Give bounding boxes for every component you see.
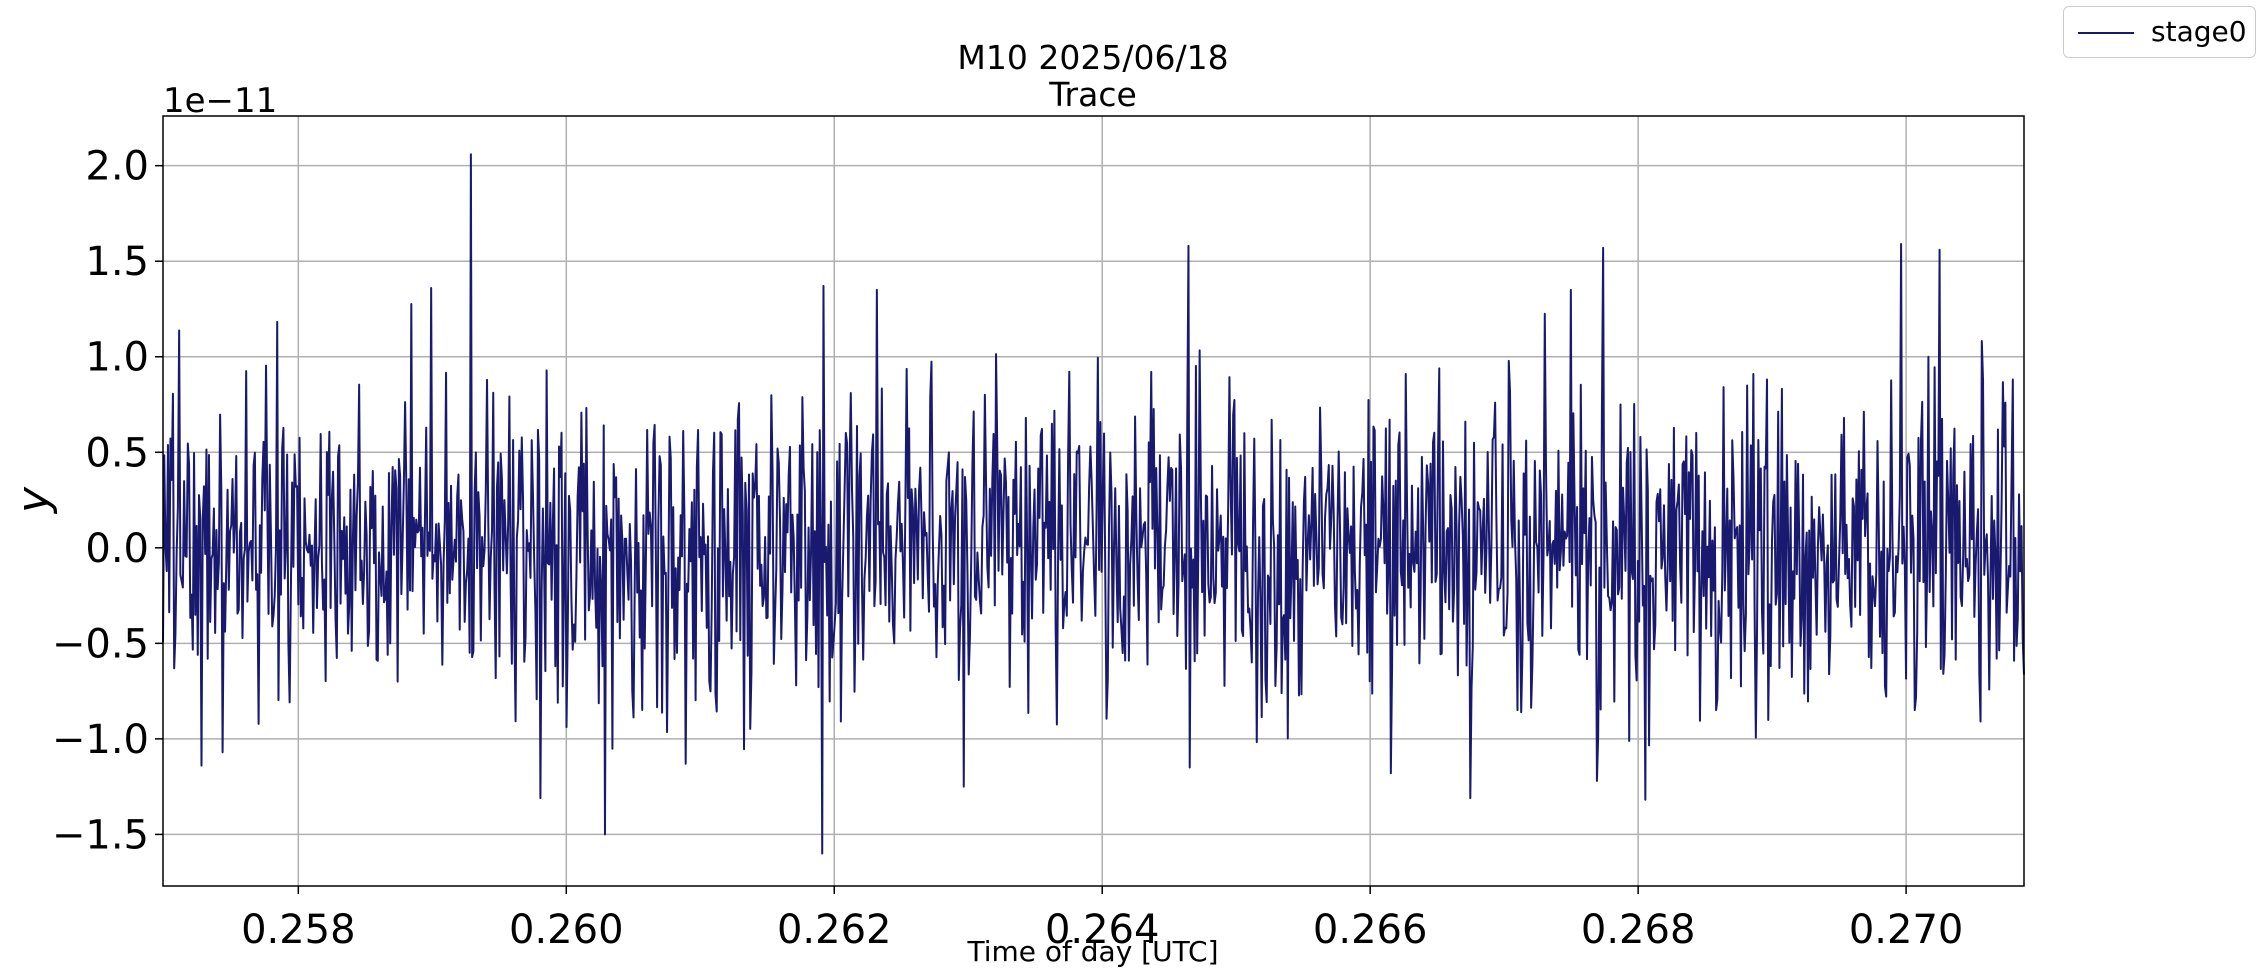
y-tick-label: 2.0 (85, 144, 149, 190)
plot-frame (162, 115, 2025, 887)
x-tick-label: 0.258 (241, 907, 356, 953)
x-ticks: 0.258 0.260 0.262 0.264 0.266 0.268 0.270 (241, 886, 1963, 953)
y-ticks: −1.5 −1.0 −0.5 0.0 0.5 1.0 1.5 2.0 (52, 144, 163, 858)
grid (163, 116, 2024, 886)
x-axis-label: Time of day [UTC] (966, 935, 1218, 968)
x-tick-label: 0.262 (777, 907, 892, 953)
y-tick-label: 1.5 (85, 239, 149, 285)
y-tick-label: −0.5 (52, 621, 149, 667)
series-line-stage0 (163, 154, 2024, 853)
x-tick-label: 0.270 (1849, 907, 1964, 953)
legend-swatch-stage0 (2078, 32, 2134, 34)
y-tick-label: −1.0 (52, 717, 149, 763)
chart-subtitle: Trace (1048, 75, 1137, 114)
x-tick-label: 0.260 (509, 907, 624, 953)
x-tick-label: 0.264 (1045, 907, 1160, 953)
y-tick-label: 0.0 (85, 526, 149, 572)
x-tick-label: 0.266 (1313, 907, 1428, 953)
y-offset-label: 1e−11 (163, 81, 277, 121)
y-tick-label: 1.0 (85, 335, 149, 381)
x-tick-label: 0.268 (1581, 907, 1696, 953)
chart-title: M10 2025/06/18 (957, 38, 1228, 77)
legend: stage0 (2063, 6, 2256, 58)
y-tick-label: −1.5 (52, 812, 149, 858)
y-tick-label: 0.5 (85, 430, 149, 476)
series-layer (163, 154, 2024, 853)
legend-label-stage0: stage0 (2151, 15, 2247, 48)
y-axis-label: y (8, 486, 59, 515)
